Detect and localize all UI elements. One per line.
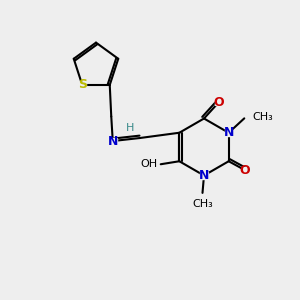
Bar: [242, 167, 249, 173]
Bar: [215, 99, 223, 105]
Text: S: S: [78, 78, 87, 92]
Text: O: O: [240, 164, 250, 177]
Text: CH₃: CH₃: [192, 199, 213, 209]
Bar: [78, 82, 86, 88]
Bar: [200, 172, 208, 179]
Bar: [225, 130, 232, 136]
Bar: [109, 138, 116, 144]
Text: N: N: [199, 169, 209, 182]
Text: H: H: [126, 123, 134, 133]
Text: CH₃: CH₃: [253, 112, 273, 122]
Text: O: O: [214, 95, 224, 109]
Text: OH: OH: [141, 159, 158, 169]
Text: N: N: [108, 134, 118, 148]
Text: N: N: [224, 126, 234, 139]
